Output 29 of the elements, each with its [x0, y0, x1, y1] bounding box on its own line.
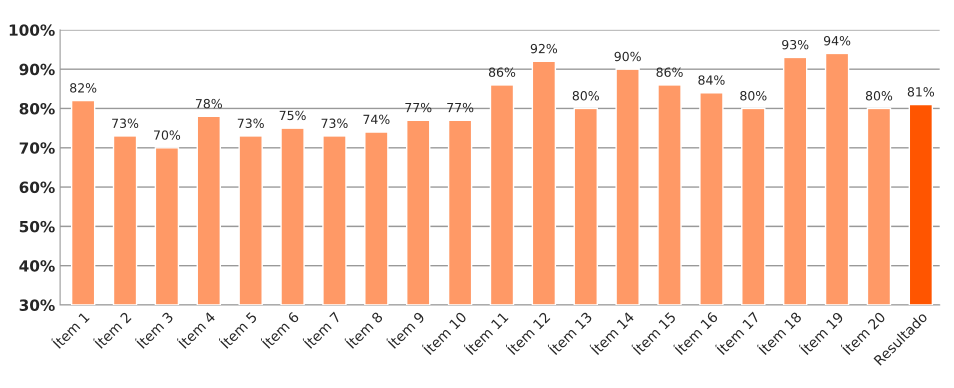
y-tick-label: 80% [20, 102, 55, 114]
data-label: 75% [280, 110, 306, 120]
data-label: 82% [70, 83, 96, 93]
data-label: 77% [405, 102, 432, 112]
y-tick-label: 70% [20, 142, 55, 154]
data-label: 77% [447, 102, 474, 112]
data-label: 73% [238, 118, 264, 128]
data-label: 80% [572, 91, 599, 100]
y-tick-label: 100% [10, 24, 55, 36]
data-label: 78% [196, 98, 222, 108]
data-label: 92% [530, 44, 558, 54]
data-label: 73% [112, 118, 138, 128]
data-label: 90% [614, 52, 641, 62]
y-tick-label: 50% [20, 220, 55, 232]
data-label: 80% [866, 91, 892, 100]
data-label: 93% [782, 40, 808, 50]
data-label: 86% [656, 67, 683, 77]
data-label: 74% [363, 114, 390, 124]
data-label: 84% [698, 75, 725, 85]
y-tick-label: 90% [19, 64, 55, 76]
data-label: 73% [322, 118, 348, 128]
y-tick-label: 30% [20, 299, 55, 311]
data-label: 94% [824, 36, 850, 46]
data-label: 70% [154, 130, 180, 140]
y-tick-label: 60% [20, 182, 55, 194]
data-label: 81% [908, 87, 934, 97]
y-tick-label: 40% [19, 260, 55, 272]
data-label: 80% [740, 91, 767, 100]
data-label: 86% [488, 67, 516, 77]
